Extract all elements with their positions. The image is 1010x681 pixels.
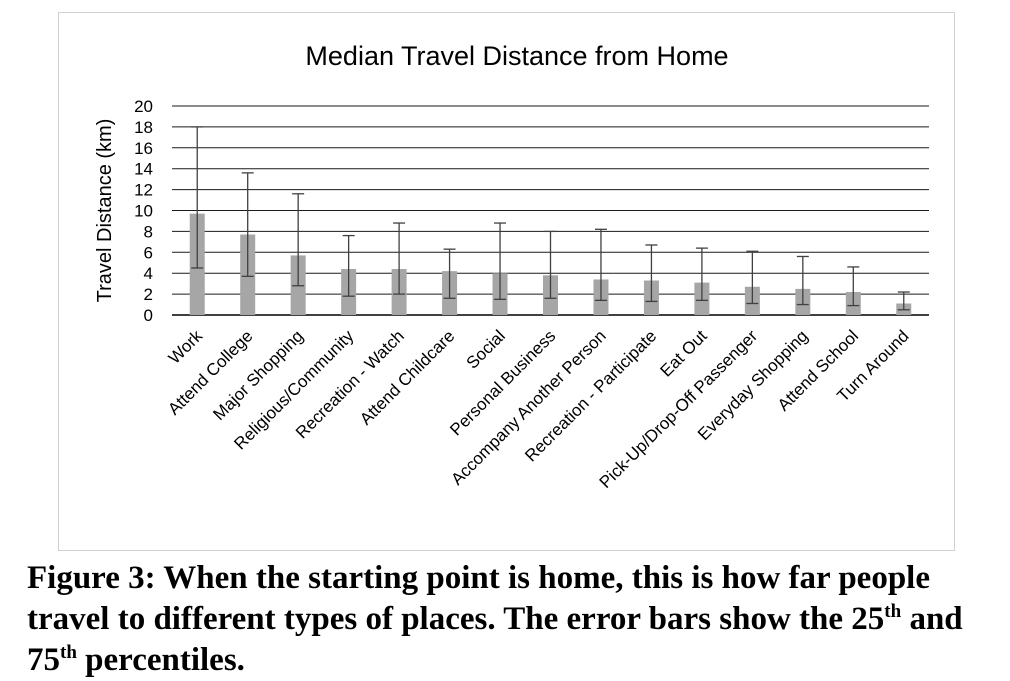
- figure-caption: Figure 3: When the starting point is hom…: [27, 558, 1002, 681]
- y-tick-label: 14: [134, 160, 153, 179]
- y-tick-label: 20: [134, 97, 153, 116]
- y-tick-label: 0: [144, 306, 153, 325]
- x-tick-label: Work: [165, 326, 207, 368]
- caption-superscript: th: [884, 601, 902, 622]
- chart-title: Median Travel Distance from Home: [305, 41, 728, 71]
- y-tick-label: 6: [144, 243, 153, 262]
- y-tick-label: 18: [134, 118, 153, 137]
- y-axis-label: Travel Distance (km): [94, 119, 116, 303]
- caption-label: Figure 3:: [27, 560, 156, 596]
- caption-text: and 75: [27, 601, 963, 678]
- caption-superscript: th: [60, 642, 77, 663]
- error-bars: [191, 126, 910, 311]
- y-tick-labels: 0 2 4 6 810 12 14 16 18 20: [134, 97, 153, 325]
- x-tick-label: Attend Childcare: [356, 326, 458, 428]
- y-tick-label: 10: [134, 202, 153, 221]
- y-tick-label: 12: [134, 181, 153, 200]
- y-tick-label: 4: [144, 264, 153, 283]
- y-tick-label: 8: [144, 222, 153, 241]
- caption-text: When the starting point is home, this is…: [27, 560, 930, 637]
- caption-text: percentiles.: [76, 642, 245, 678]
- bar-chart: Median Travel Distance from Home Travel …: [94, 41, 929, 492]
- y-tick-label: 2: [144, 285, 153, 304]
- chart-frame: Median Travel Distance from Home Travel …: [58, 12, 955, 551]
- x-tick-label: Major Shopping: [209, 326, 307, 424]
- y-tick-label: 16: [134, 139, 153, 158]
- x-tick-label: Social: [463, 326, 509, 372]
